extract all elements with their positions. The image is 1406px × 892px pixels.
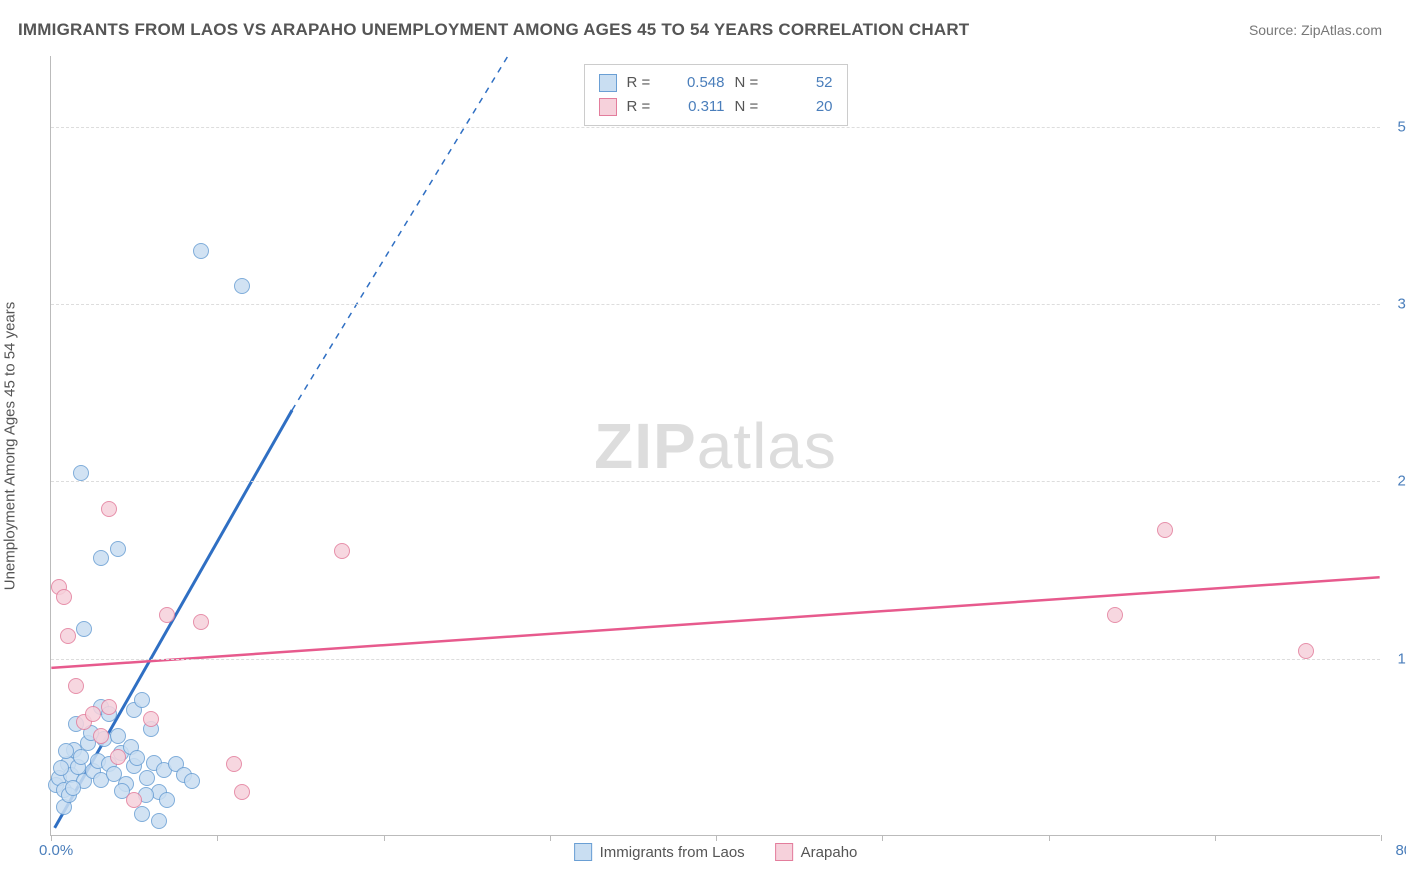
gridline-horizontal (51, 659, 1380, 660)
legend-n-value: 20 (777, 95, 833, 119)
scatter-point (73, 465, 89, 481)
watermark-bold: ZIP (594, 410, 697, 482)
scatter-point (193, 243, 209, 259)
trend-line (51, 577, 1379, 668)
trend-line (292, 56, 508, 410)
scatter-point (53, 760, 69, 776)
scatter-point (134, 806, 150, 822)
scatter-point (73, 749, 89, 765)
watermark-rest: atlas (697, 410, 837, 482)
legend-r-value: 0.548 (669, 71, 725, 95)
scatter-point (151, 813, 167, 829)
scatter-point (76, 621, 92, 637)
x-origin-label: 0.0% (39, 842, 73, 859)
scatter-point (226, 756, 242, 772)
plot-area: ZIPatlas 0.0% 80.0% R = 0.548 N = 52 R =… (50, 56, 1380, 836)
scatter-point (234, 278, 250, 294)
legend-swatch-icon (775, 843, 793, 861)
scatter-point (1298, 643, 1314, 659)
y-tick-label: 25.0% (1385, 473, 1406, 490)
x-tick (1381, 835, 1382, 841)
legend-r-label: R = (627, 71, 659, 95)
x-tick (882, 835, 883, 841)
legend-n-value: 52 (777, 71, 833, 95)
scatter-point (129, 750, 145, 766)
x-tick (217, 835, 218, 841)
gridline-horizontal (51, 481, 1380, 482)
legend-series-label: Immigrants from Laos (600, 844, 745, 861)
scatter-point (65, 780, 81, 796)
legend-r-label: R = (627, 95, 659, 119)
y-tick-label: 50.0% (1385, 118, 1406, 135)
scatter-point (159, 607, 175, 623)
scatter-point (101, 501, 117, 517)
legend-series: Immigrants from Laos Arapaho (574, 843, 858, 861)
scatter-point (126, 792, 142, 808)
x-tick (384, 835, 385, 841)
scatter-point (184, 773, 200, 789)
x-max-label: 80.0% (1395, 842, 1406, 859)
scatter-point (56, 589, 72, 605)
legend-swatch-icon (599, 74, 617, 92)
y-tick-label: 12.5% (1385, 650, 1406, 667)
legend-stats-row: R = 0.548 N = 52 (599, 71, 833, 95)
scatter-point (85, 706, 101, 722)
scatter-point (58, 743, 74, 759)
chart-title: IMMIGRANTS FROM LAOS VS ARAPAHO UNEMPLOY… (18, 20, 969, 40)
scatter-point (93, 550, 109, 566)
scatter-point (134, 692, 150, 708)
scatter-point (110, 541, 126, 557)
y-axis-title: Unemployment Among Ages 45 to 54 years (2, 302, 19, 591)
scatter-point (110, 728, 126, 744)
legend-item: Arapaho (775, 843, 858, 861)
watermark: ZIPatlas (594, 409, 837, 483)
scatter-point (1157, 522, 1173, 538)
x-tick (550, 835, 551, 841)
legend-r-value: 0.311 (669, 95, 725, 119)
scatter-point (139, 770, 155, 786)
scatter-point (68, 678, 84, 694)
source-label: Source: ZipAtlas.com (1249, 22, 1382, 38)
scatter-point (110, 749, 126, 765)
gridline-horizontal (51, 127, 1380, 128)
legend-swatch-icon (599, 98, 617, 116)
scatter-point (60, 628, 76, 644)
legend-series-label: Arapaho (801, 844, 858, 861)
scatter-point (1107, 607, 1123, 623)
scatter-point (143, 711, 159, 727)
scatter-point (101, 699, 117, 715)
legend-stats-row: R = 0.311 N = 20 (599, 95, 833, 119)
scatter-point (159, 792, 175, 808)
legend-n-label: N = (735, 95, 767, 119)
scatter-point (193, 614, 209, 630)
legend-item: Immigrants from Laos (574, 843, 745, 861)
legend-swatch-icon (574, 843, 592, 861)
scatter-point (93, 728, 109, 744)
x-tick (716, 835, 717, 841)
legend-stats: R = 0.548 N = 52 R = 0.311 N = 20 (584, 64, 848, 126)
trend-lines-svg (51, 56, 1380, 835)
x-tick (51, 835, 52, 841)
gridline-horizontal (51, 304, 1380, 305)
legend-n-label: N = (735, 71, 767, 95)
x-tick (1215, 835, 1216, 841)
scatter-point (234, 784, 250, 800)
y-tick-label: 37.5% (1385, 296, 1406, 313)
scatter-point (334, 543, 350, 559)
x-tick (1049, 835, 1050, 841)
